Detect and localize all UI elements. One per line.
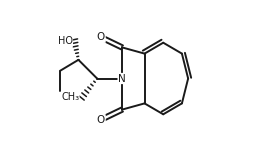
Text: HO: HO	[58, 36, 73, 46]
Text: O: O	[97, 32, 105, 42]
Text: O: O	[97, 115, 105, 125]
Text: N: N	[118, 73, 126, 84]
Text: CH₃: CH₃	[61, 92, 79, 102]
